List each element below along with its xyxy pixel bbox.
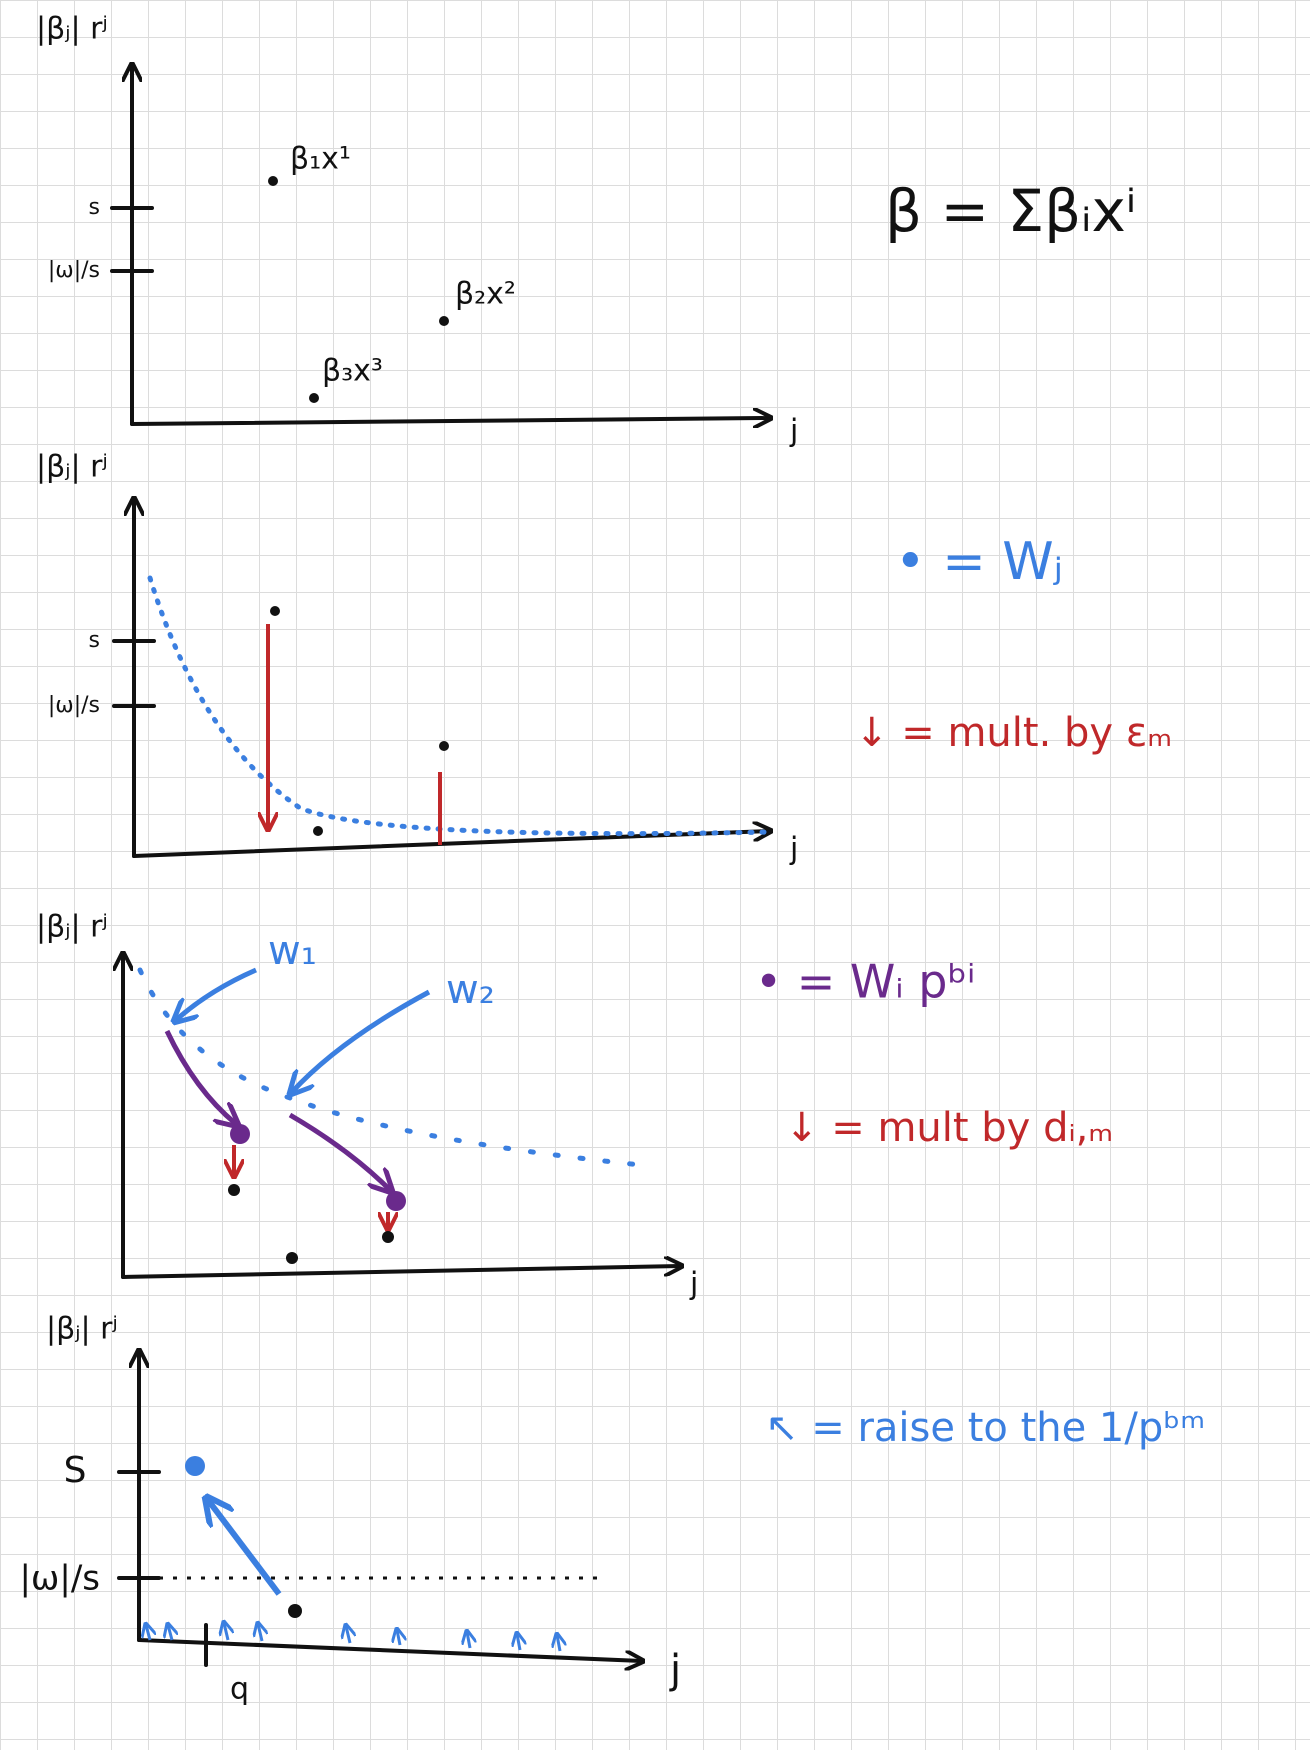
point (268, 176, 278, 186)
panel-3: |βⱼ| rʲ j w₁ w₂ (36, 910, 698, 1302)
panel-2: |βⱼ| rʲ s |ω|/s j (36, 450, 798, 867)
point (270, 606, 280, 616)
point (230, 1124, 250, 1144)
point (439, 741, 449, 751)
point (386, 1191, 406, 1211)
point (309, 393, 319, 403)
annotation: w₁ (268, 928, 317, 974)
legend-item: ↖ = raise to the 1/pᵇᵐ (765, 1405, 1205, 1451)
tick-label: s (89, 628, 100, 653)
point (228, 1184, 240, 1196)
x-label: j (789, 414, 798, 449)
arrow (164, 1029, 236, 1124)
trend (137, 967, 644, 1168)
y-label: |βⱼ| rʲ (36, 910, 108, 945)
x-label: j (689, 1267, 698, 1302)
arrow (176, 967, 257, 1020)
annotation: β₃x³ (322, 354, 383, 389)
x-axis (121, 1266, 680, 1279)
annotation: β₂x² (455, 277, 516, 312)
point (382, 1231, 394, 1243)
x-axis (130, 418, 769, 424)
annotation: w₂ (446, 967, 495, 1013)
arrow (208, 1500, 282, 1596)
panel-1: |βⱼ| rʲ s |ω|/s j β₁x¹ β₂x² β₃x³ (36, 12, 798, 449)
tick-label: |ω|/s (19, 1559, 100, 1599)
panel-4: |βⱼ| rʲ S |ω|/s j q (19, 1312, 681, 1707)
tick-label: |ω|/s (48, 693, 100, 718)
trend (147, 575, 772, 837)
legend-item: • = Wⱼ (895, 532, 1063, 592)
point (313, 826, 323, 836)
x-label: j (789, 832, 798, 867)
y-label: |βⱼ| rʲ (36, 450, 108, 485)
arrow (288, 1112, 390, 1190)
tick-label: s (89, 195, 100, 220)
tick-label: S (64, 1450, 87, 1491)
arrow (292, 989, 431, 1092)
point (288, 1604, 302, 1618)
point (286, 1252, 298, 1264)
legend-item: • = Wᵢ pᵇⁱ (755, 955, 975, 1009)
x-axis (137, 1638, 641, 1661)
tick-label: |ω|/s (48, 258, 100, 283)
legend-item: ↓ = mult by dᵢ,ₘ (785, 1105, 1113, 1151)
y-label: |βⱼ| rʲ (36, 12, 108, 47)
x-label: j (669, 1647, 681, 1693)
point (185, 1456, 205, 1476)
legend-item: ↓ = mult. by εₘ (855, 710, 1172, 756)
point (439, 316, 449, 326)
y-label: |βⱼ| rʲ (46, 1312, 118, 1347)
annotation: β₁x¹ (290, 142, 351, 177)
annotation: q (230, 1672, 249, 1707)
small-arrows (146, 1623, 560, 1652)
formula: β = Σβᵢxⁱ (885, 177, 1136, 245)
x-axis (132, 831, 769, 858)
